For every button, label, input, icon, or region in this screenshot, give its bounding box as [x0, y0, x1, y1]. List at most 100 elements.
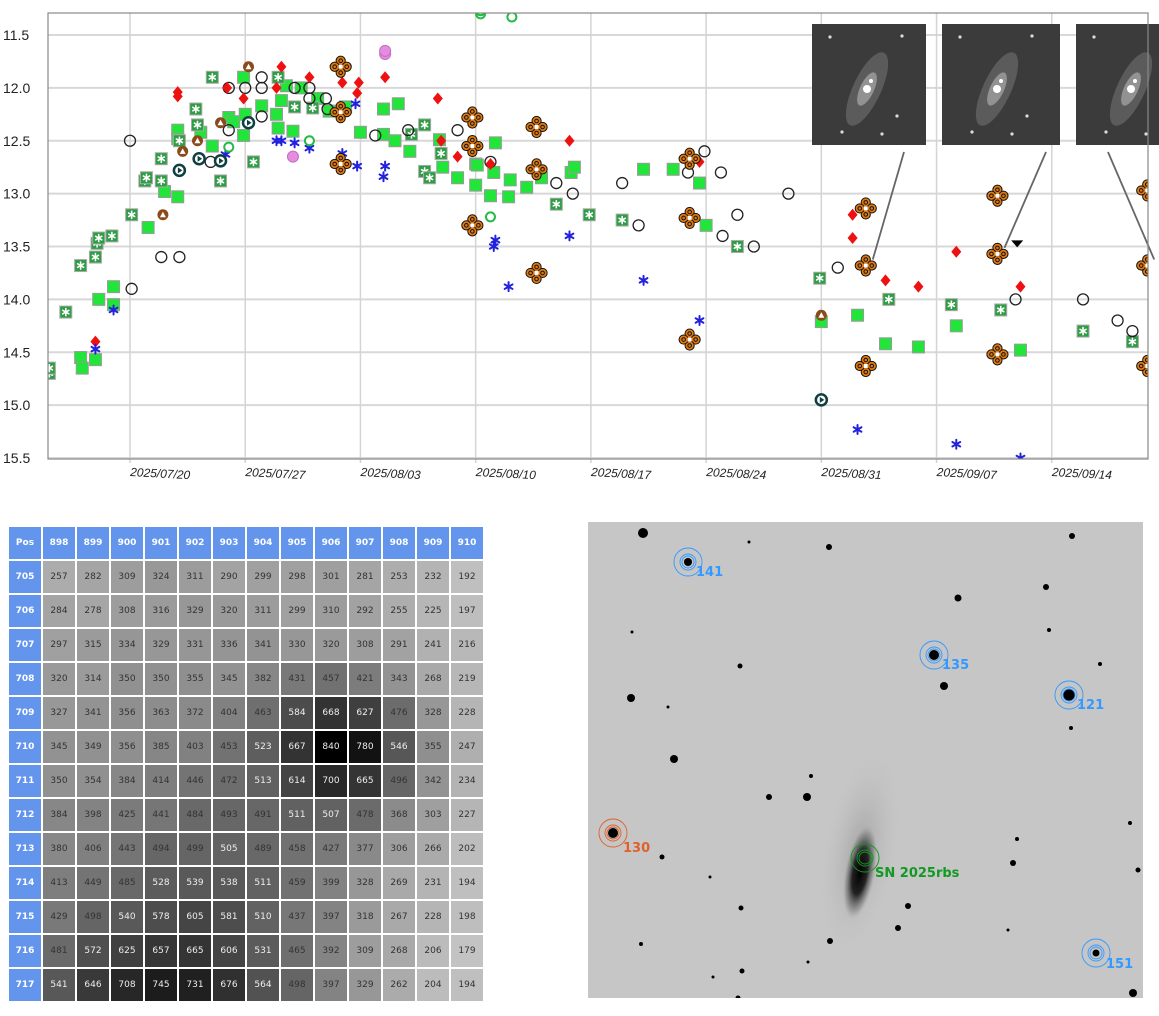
- data-point-green-square: [469, 178, 483, 192]
- aperture-s135[interactable]: 135: [919, 640, 969, 673]
- data-point-open-circle: [1126, 324, 1139, 338]
- data-point-green-star-square: [59, 305, 73, 319]
- aperture-s130[interactable]: 130: [598, 818, 650, 856]
- pixel-cell: 572: [77, 935, 109, 967]
- pixel-cell: 499: [179, 833, 211, 865]
- data-point-brown-quatrefoil: [329, 101, 352, 124]
- data-point-green-star-square: [434, 146, 448, 160]
- pixel-cell: 341: [247, 629, 279, 661]
- pixel-cell: 581: [213, 901, 245, 933]
- data-point-green-square: [391, 97, 405, 111]
- data-point-green-square: [502, 190, 516, 204]
- column-header: 903: [213, 527, 245, 559]
- data-point-green-star-square: [154, 174, 168, 188]
- data-point-green-square: [255, 99, 269, 113]
- photometry-apertures: 141 135 121 130 151 SN 2025rbs: [598, 547, 1133, 972]
- aperture-s121[interactable]: 121: [1054, 680, 1104, 713]
- data-point-brown-triangle-circle: [815, 309, 827, 321]
- pixel-cell: 309: [111, 561, 143, 593]
- star: [895, 925, 901, 931]
- data-point-green-square: [470, 158, 484, 172]
- pixel-cell: 267: [383, 901, 415, 933]
- star: [1015, 837, 1019, 841]
- pixel-cell: 316: [145, 595, 177, 627]
- data-point-open-circle: [255, 71, 268, 84]
- column-header: 899: [77, 527, 109, 559]
- pixel-cell: 413: [43, 867, 75, 899]
- data-point-green-star-square: [154, 152, 168, 166]
- data-point-blue-star: [564, 230, 575, 242]
- pixel-cell: 472: [213, 765, 245, 797]
- pixel-cell: 406: [77, 833, 109, 865]
- aperture-s141[interactable]: 141: [673, 547, 723, 580]
- data-point-brown-quatrefoil: [678, 206, 701, 230]
- pixel-cell: 308: [349, 629, 381, 661]
- star: [1043, 584, 1049, 590]
- star: [711, 975, 715, 979]
- pixel-cell: 299: [247, 561, 279, 593]
- pixel-cell: 731: [179, 969, 211, 1001]
- data-point-green-square: [1013, 343, 1027, 357]
- data-point-blue-star: [350, 98, 361, 110]
- data-point-blue-star: [951, 438, 962, 450]
- data-point-red-diamond: [847, 232, 858, 245]
- column-header: 900: [111, 527, 143, 559]
- pixel-cell: 329: [349, 969, 381, 1001]
- data-point-red-diamond: [271, 81, 282, 94]
- data-point-red-diamond: [353, 76, 364, 89]
- pixel-cell: 330: [281, 629, 313, 661]
- pixel-cell: 380: [43, 833, 75, 865]
- star: [806, 960, 810, 964]
- pixel-cell: 327: [43, 697, 75, 729]
- star: [826, 544, 832, 550]
- aperture-sn[interactable]: SN 2025rbs: [850, 843, 960, 881]
- field-stars: [627, 528, 1141, 998]
- data-point-green-square: [286, 124, 300, 138]
- pixel-cell: 382: [247, 663, 279, 695]
- y-tick-label: 13.0: [3, 186, 30, 202]
- pixel-cell: 485: [111, 867, 143, 899]
- pixel-cell: 507: [315, 799, 347, 831]
- row-header: 707: [9, 629, 41, 661]
- pixel-cell: 368: [383, 799, 415, 831]
- data-point-green-square: [403, 144, 417, 158]
- data-point-red-diamond: [172, 90, 183, 103]
- data-point-green-star-square: [418, 118, 432, 132]
- data-point-black-down-triangle: [1011, 240, 1024, 248]
- data-point-green-star-square: [214, 174, 228, 188]
- star: [827, 938, 833, 944]
- pixel-cell: 324: [145, 561, 177, 593]
- pixel-cell: 481: [43, 935, 75, 967]
- y-tick-label: 11.5: [3, 27, 29, 43]
- data-point-green-star-square: [92, 231, 106, 245]
- column-header: 906: [315, 527, 347, 559]
- pixel-cell: 384: [43, 799, 75, 831]
- column-header: 902: [179, 527, 211, 559]
- data-point-open-circle: [566, 187, 579, 200]
- data-point-green-star-square: [423, 171, 437, 185]
- pixel-cell: 292: [349, 595, 381, 627]
- star: [954, 594, 962, 602]
- data-point-brown-quatrefoil: [986, 184, 1009, 207]
- row-header: 711: [9, 765, 41, 797]
- data-point-green-square: [503, 173, 517, 187]
- pixel-cell: 194: [451, 969, 483, 1001]
- pixel-cell: 478: [349, 799, 381, 831]
- pixel-cell: 578: [145, 901, 177, 933]
- data-point-blue-star: [488, 241, 499, 252]
- data-point-open-circle: [716, 229, 729, 243]
- data-point-brown-quatrefoil: [854, 354, 877, 378]
- row-header: 714: [9, 867, 41, 899]
- data-point-green-open-circle: [475, 13, 486, 17]
- pixel-cell: 399: [315, 867, 347, 899]
- data-point-teal-play-circle: [814, 393, 829, 407]
- pixel-cell: 458: [281, 833, 313, 865]
- pixel-cell: 538: [213, 867, 245, 899]
- pixel-cell: 234: [451, 765, 483, 797]
- data-point-green-star-square: [1125, 335, 1139, 349]
- data-point-brown-quatrefoil: [1136, 354, 1148, 378]
- pixel-cell: 510: [247, 901, 279, 933]
- pixel-cell: 667: [281, 731, 313, 763]
- aperture-s151[interactable]: 151: [1081, 938, 1133, 972]
- data-point-green-open-circle: [506, 13, 518, 23]
